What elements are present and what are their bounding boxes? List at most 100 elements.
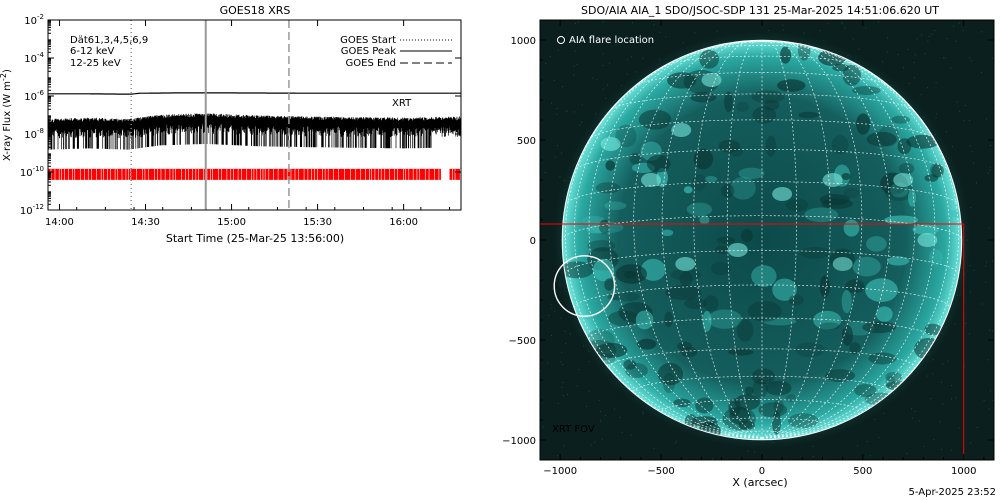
solar-limb	[561, 39, 963, 441]
background-noise	[599, 419, 601, 421]
background-noise	[878, 21, 880, 23]
background-noise	[958, 22, 960, 24]
background-noise	[913, 62, 915, 64]
surface-feature	[640, 258, 666, 281]
background-noise	[563, 445, 565, 447]
active-region	[822, 173, 843, 187]
background-noise	[616, 458, 618, 460]
surface-feature	[924, 174, 939, 182]
channel-label-6-12kev: 6-12 keV	[70, 46, 114, 57]
background-noise	[926, 87, 928, 89]
background-noise	[902, 67, 904, 69]
background-noise	[582, 429, 584, 431]
background-noise	[549, 56, 551, 58]
surface-feature	[590, 221, 624, 234]
longitude-line	[761, 40, 797, 439]
background-noise	[907, 49, 909, 51]
background-noise	[602, 88, 604, 90]
background-noise	[540, 370, 542, 372]
surface-feature	[595, 182, 621, 194]
aia-image-title: SDO/AIA AIA_1 SDO/JSOC-SDP 131 25-Mar-20…	[581, 4, 939, 17]
background-noise	[985, 118, 987, 120]
solar-disk	[562, 40, 962, 440]
background-noise	[947, 360, 949, 362]
background-noise	[946, 38, 948, 40]
surface-feature	[615, 264, 648, 284]
surface-feature	[819, 194, 850, 206]
surface-feature	[884, 215, 919, 225]
background-noise	[600, 421, 602, 423]
active-region	[772, 187, 793, 201]
background-noise	[987, 359, 989, 361]
surface-feature	[765, 380, 792, 396]
goes-x-tick-label: 16:00	[389, 217, 418, 228]
background-noise	[598, 399, 600, 401]
xrt-fov-box	[540, 223, 965, 460]
channel-label-detectors: Dät61,3,4,5,6,9	[70, 35, 148, 46]
background-noise	[602, 64, 604, 66]
background-noise	[614, 408, 616, 410]
background-noise	[965, 323, 967, 325]
background-noise	[621, 432, 623, 434]
active-region	[917, 233, 938, 247]
background-noise	[970, 442, 972, 444]
background-noise	[590, 444, 592, 446]
surface-feature	[841, 289, 852, 314]
background-noise	[951, 385, 953, 387]
background-noise	[856, 445, 858, 447]
background-noise	[914, 77, 916, 79]
background-noise	[574, 50, 576, 52]
background-noise	[962, 30, 964, 32]
surface-feature	[592, 258, 615, 282]
background-noise	[823, 458, 825, 460]
surface-feature	[609, 291, 640, 302]
background-noise	[911, 408, 913, 410]
background-noise	[609, 62, 611, 64]
aia-x-tick-label: 500	[853, 466, 872, 477]
background-noise	[969, 119, 971, 121]
background-noise	[942, 403, 944, 405]
background-noise	[626, 73, 628, 75]
background-noise	[975, 182, 977, 184]
surface-feature	[657, 362, 684, 386]
xrt-fov-label: XRT FOV	[552, 424, 595, 435]
background-noise	[951, 398, 953, 400]
surface-feature	[758, 402, 788, 418]
background-noise	[630, 56, 632, 58]
surface-feature	[751, 265, 777, 288]
surface-feature	[856, 113, 871, 135]
surface-feature	[684, 297, 707, 310]
surface-feature	[854, 384, 877, 397]
background-noise	[592, 77, 594, 79]
aia-y-tick-label: 500	[517, 136, 536, 147]
latitude-line	[562, 215, 962, 241]
longitude-line	[761, 40, 916, 439]
background-noise	[988, 329, 990, 331]
background-noise	[560, 317, 562, 319]
background-noise	[973, 162, 975, 164]
surface-feature	[582, 215, 606, 226]
surface-feature	[637, 338, 657, 350]
background-noise	[985, 281, 987, 283]
background-noise	[551, 307, 553, 309]
background-noise	[920, 34, 922, 36]
goes-axes: 14:00 14:30 15:00 15:30 16:00 10-12 10-10 10-8 1…	[20, 13, 461, 228]
background-noise	[989, 390, 991, 392]
surface-feature	[607, 293, 621, 301]
surface-feature	[629, 152, 642, 165]
goes-y-tick-label: 10-2	[24, 13, 44, 27]
background-noise	[547, 362, 549, 364]
background-noise	[980, 72, 982, 74]
background-noise	[985, 265, 987, 267]
surface-feature	[562, 261, 594, 279]
aia-x-axis-label: X (arcsec)	[732, 476, 787, 489]
background-noise	[942, 363, 944, 365]
aia-x-tick-label: −500	[647, 466, 674, 477]
background-noise	[992, 399, 994, 401]
background-noise	[561, 86, 563, 88]
surface-feature	[763, 99, 780, 111]
surface-feature	[716, 236, 736, 244]
background-noise	[653, 448, 655, 450]
background-noise	[912, 417, 914, 419]
